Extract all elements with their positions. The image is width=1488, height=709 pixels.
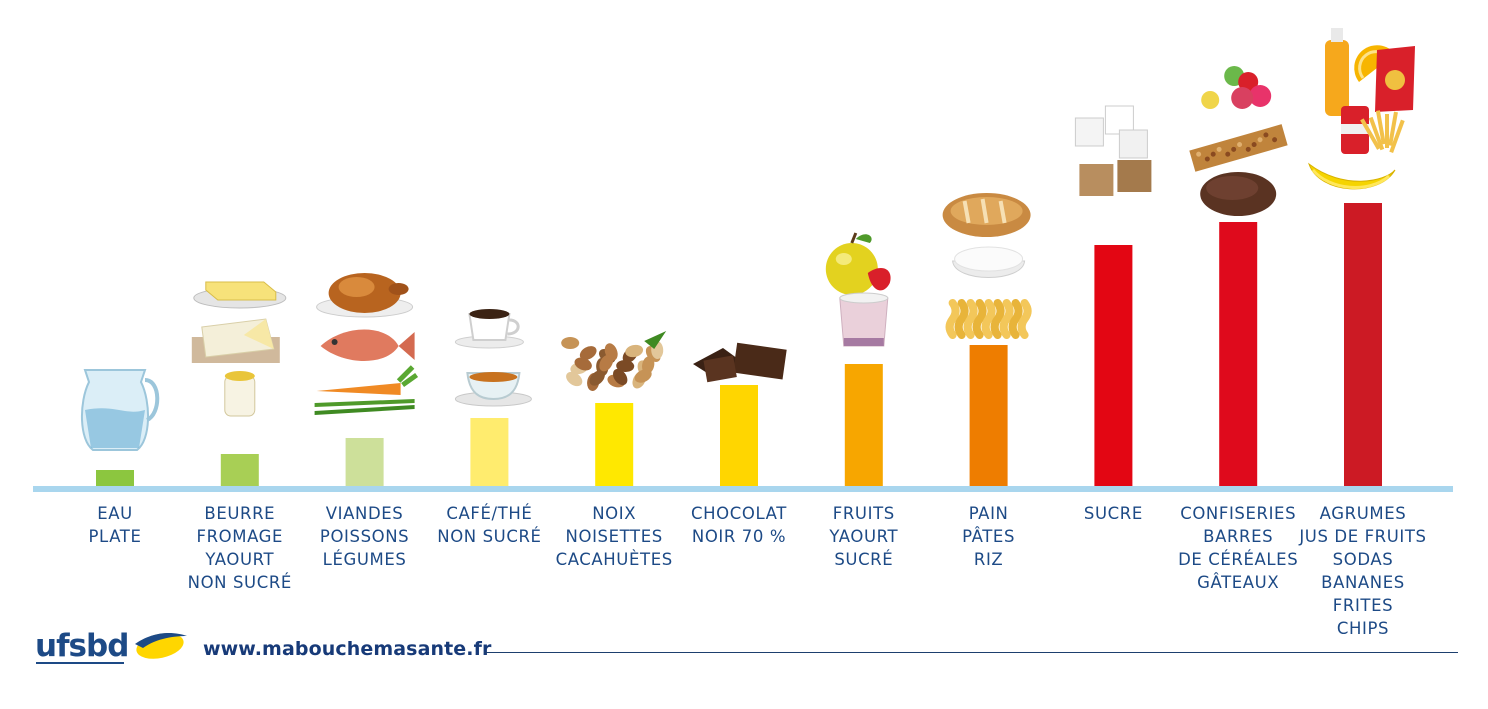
bar-5 (595, 403, 634, 487)
category-label-line: JUS DE FRUITS (1299, 527, 1427, 546)
category-label-10: CONFISERIES BARRES DE CÉRÉALES GÂTEAUX (1163, 502, 1313, 594)
category-label-line: PLATE (88, 527, 142, 546)
category-label-5: NOIX NOISETTES CACAHUÈTES (539, 502, 689, 571)
category-label-4: CAFÉ/THÉ NON SUCRÉ (414, 502, 564, 548)
cereal-bar-icon (1189, 124, 1288, 172)
category-label-2: BEURRE FROMAGE YAOURT NON SUCRÉ (165, 502, 315, 594)
category-label-line: CONFISERIES (1180, 504, 1297, 523)
fries-icon (1360, 110, 1405, 153)
mixed-nuts-icon (561, 331, 667, 391)
category-label-line: GÂTEAUX (1197, 573, 1280, 592)
bar-9 (1094, 245, 1133, 487)
svg-text:ufsbd: ufsbd (35, 628, 128, 664)
category-label-line: SUCRÉ (834, 550, 894, 569)
bar-2 (220, 454, 259, 487)
category-label-line: NON SUCRÉ (187, 573, 292, 592)
sweet-yogurt-icon (839, 292, 889, 347)
sugar-cubes-icon (1074, 105, 1152, 196)
bars-group (96, 203, 1382, 487)
category-label-line: FRITES (1332, 596, 1394, 615)
bar-10 (1219, 222, 1258, 487)
category-label-6: CHOCOLAT NOIR 70 % (664, 502, 814, 548)
category-label-line: PÂTES (962, 527, 1016, 546)
website-url[interactable]: www.mabouchemasante.fr (203, 638, 492, 660)
pasta-icon (945, 299, 1032, 339)
category-label-line: BANANES (1321, 573, 1405, 592)
category-label-line: CHOCOLAT (691, 504, 787, 523)
yogurt-icon (224, 371, 256, 417)
category-label-line: LÉGUMES (322, 550, 407, 569)
category-label-line: SODAS (1332, 550, 1394, 569)
fish-icon (320, 329, 415, 361)
category-label-11: AGRUMES JUS DE FRUITS SODAS BANANES FRITES CH… (1288, 502, 1438, 640)
category-label-line: YAOURT (205, 550, 275, 569)
category-label-line: NON SUCRÉ (437, 527, 542, 546)
category-label-line: NOISETTES (565, 527, 663, 546)
category-label-line: FRUITS (832, 504, 895, 523)
ufsbd-logo: ufsbd (35, 628, 187, 664)
banana-icon (1308, 162, 1396, 190)
category-label-line: RIZ (973, 550, 1004, 569)
category-label-line: BARRES (1203, 527, 1274, 546)
tea-cup-icon (454, 372, 532, 407)
category-label-line: FROMAGE (196, 527, 284, 546)
category-label-8: PAIN PÂTES RIZ (914, 502, 1064, 571)
bar-8 (969, 345, 1008, 487)
category-label-line: NOIR 70 % (691, 527, 787, 546)
roast-chicken-icon (316, 273, 414, 318)
category-label-line: VIANDES (325, 504, 404, 523)
category-label-9: SUCRE (1038, 502, 1188, 525)
category-label-line: DE CÉRÉALES (1178, 550, 1299, 569)
bar-4 (470, 418, 509, 487)
footer-rule (484, 652, 1458, 653)
category-label-line: YAOURT (829, 527, 899, 546)
category-label-1: EAU PLATE (40, 502, 190, 548)
bar-1 (96, 470, 134, 487)
cheese-icon (191, 318, 280, 363)
category-label-line: PAIN (968, 504, 1009, 523)
bar-11 (1344, 203, 1382, 487)
soda-can-icon (1341, 106, 1369, 154)
apple-strawberry-icon (825, 232, 891, 295)
category-label-line: EAU (97, 504, 133, 523)
category-label-line: AGRUMES (1319, 504, 1407, 523)
cookie-icon (1200, 172, 1277, 216)
bar-3 (345, 438, 384, 487)
bar-7 (844, 364, 883, 487)
category-label-line: CAFÉ/THÉ (446, 504, 533, 523)
dark-chocolate-icon (693, 342, 787, 383)
rice-bowl-icon (952, 246, 1026, 278)
gummy-candy-icon (1201, 66, 1272, 109)
butter-icon (193, 281, 287, 309)
water-jug-icon (80, 369, 160, 451)
category-label-line: NOIX (592, 504, 637, 523)
category-label-line: BEURRE (204, 504, 276, 523)
coffee-cup-icon (454, 309, 524, 349)
category-label-line: CACAHUÈTES (555, 550, 673, 569)
x-axis-line (33, 486, 1453, 492)
category-label-line: POISSONS (319, 527, 410, 546)
carrot-beans-icon (314, 365, 419, 415)
category-label-line: SUCRE (1083, 504, 1143, 523)
chips-bag-icon (1375, 46, 1415, 112)
bread-icon (942, 193, 1031, 237)
category-label-line: CHIPS (1336, 619, 1390, 638)
food-icons-group (80, 28, 1415, 451)
category-label-3: VIANDES POISSONS LÉGUMES (290, 502, 440, 571)
juice-bottle-icon (1325, 28, 1349, 116)
bar-6 (720, 385, 758, 487)
category-label-7: FRUITS YAOURT SUCRÉ (789, 502, 939, 571)
